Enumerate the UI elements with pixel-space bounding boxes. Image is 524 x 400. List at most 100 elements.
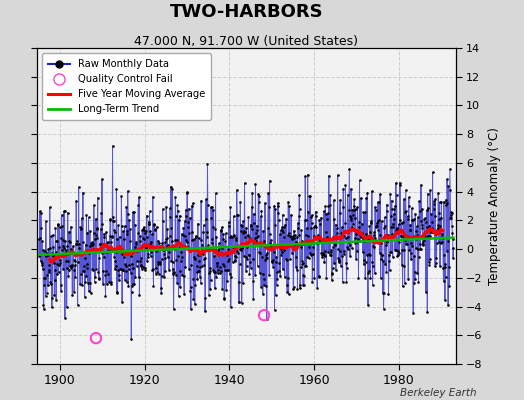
- Point: [137, 255, 145, 262]
- Point: [170, 269, 178, 276]
- Point: [219, 236, 227, 242]
- Point: [360, 238, 368, 244]
- Point: [354, 274, 363, 281]
- Point: [69, 249, 78, 255]
- Point: [241, 234, 249, 241]
- Point: [77, 224, 85, 230]
- Point: [271, 206, 279, 212]
- Point: [395, 221, 403, 228]
- Point: [337, 252, 346, 259]
- Point: [43, 289, 51, 296]
- Point: [158, 206, 167, 212]
- Point: [343, 191, 352, 198]
- Point: [61, 314, 69, 321]
- Point: [67, 224, 75, 230]
- Point: [96, 240, 104, 247]
- Point: [181, 232, 189, 239]
- Point: [362, 195, 370, 201]
- Point: [264, 190, 272, 196]
- Point: [327, 249, 335, 255]
- Point: [332, 267, 340, 273]
- Point: [165, 266, 173, 273]
- Point: [308, 279, 316, 286]
- Point: [418, 225, 427, 231]
- Point: [206, 277, 215, 284]
- Point: [376, 191, 384, 197]
- Point: [102, 268, 110, 274]
- Point: [266, 231, 274, 237]
- Point: [154, 237, 162, 244]
- Point: [50, 292, 59, 298]
- Point: [62, 258, 70, 264]
- Point: [398, 262, 406, 268]
- Point: [135, 292, 144, 298]
- Point: [286, 242, 294, 248]
- Point: [188, 202, 196, 209]
- Point: [169, 306, 178, 312]
- Point: [182, 239, 191, 245]
- Point: [72, 238, 81, 244]
- Point: [267, 258, 276, 264]
- Point: [228, 244, 237, 250]
- Point: [203, 234, 211, 240]
- Point: [97, 245, 105, 252]
- Point: [340, 233, 348, 240]
- Point: [190, 236, 198, 243]
- Point: [282, 256, 291, 263]
- Point: [234, 250, 243, 256]
- Point: [388, 253, 397, 260]
- Point: [143, 258, 151, 264]
- Point: [39, 247, 47, 254]
- Point: [410, 280, 418, 286]
- Point: [348, 212, 357, 218]
- Point: [237, 299, 246, 306]
- Point: [406, 222, 414, 228]
- Point: [79, 189, 87, 196]
- Point: [89, 246, 97, 252]
- Point: [123, 228, 132, 234]
- Point: [273, 276, 281, 282]
- Point: [158, 256, 166, 262]
- Point: [392, 180, 400, 186]
- Point: [334, 258, 343, 265]
- Point: [94, 269, 103, 276]
- Point: [381, 261, 389, 267]
- Point: [275, 260, 283, 266]
- Point: [339, 185, 347, 192]
- Point: [416, 207, 424, 214]
- Point: [105, 233, 114, 239]
- Point: [152, 265, 160, 272]
- Point: [432, 231, 440, 237]
- Point: [60, 245, 69, 252]
- Point: [132, 239, 140, 246]
- Point: [444, 183, 453, 190]
- Point: [99, 268, 107, 274]
- Point: [130, 280, 139, 287]
- Point: [323, 216, 331, 222]
- Point: [209, 224, 217, 231]
- Point: [168, 238, 176, 244]
- Point: [346, 252, 354, 259]
- Point: [53, 270, 61, 277]
- Point: [434, 190, 442, 196]
- Point: [170, 246, 179, 252]
- Point: [238, 280, 247, 286]
- Point: [194, 220, 202, 227]
- Point: [60, 208, 68, 214]
- Point: [241, 180, 249, 186]
- Point: [304, 233, 312, 239]
- Point: [217, 268, 225, 274]
- Point: [405, 202, 413, 209]
- Point: [285, 291, 293, 297]
- Point: [330, 216, 339, 222]
- Point: [366, 229, 374, 236]
- Point: [103, 281, 111, 287]
- Point: [280, 274, 289, 280]
- Point: [124, 211, 132, 218]
- Point: [122, 204, 130, 210]
- Point: [277, 252, 286, 259]
- Point: [277, 246, 285, 252]
- Point: [358, 249, 367, 256]
- Point: [384, 237, 392, 243]
- Point: [243, 263, 251, 270]
